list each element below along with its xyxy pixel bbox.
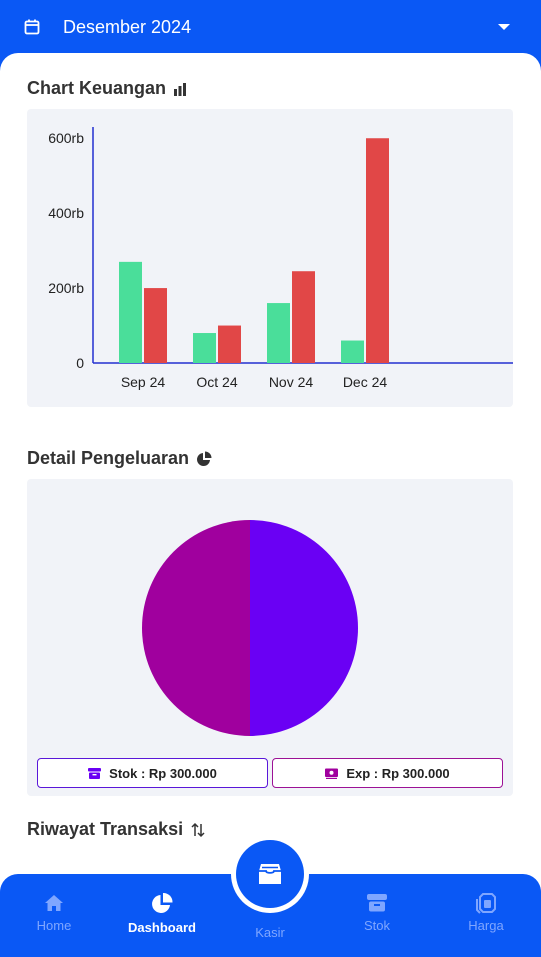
nav-home-label: Home bbox=[36, 918, 72, 933]
price-tags-icon bbox=[476, 893, 496, 914]
bar[interactable] bbox=[218, 325, 241, 363]
x-tick-label: Dec 24 bbox=[343, 374, 388, 390]
home-icon bbox=[45, 895, 63, 911]
chart-title: Chart Keuangan bbox=[27, 78, 167, 98]
legend-stok-label: Stok : Rp 300.000 bbox=[109, 765, 217, 781]
chart-section-title: Chart Keuangan bbox=[27, 78, 187, 99]
bar[interactable] bbox=[366, 138, 389, 363]
history-title: Riwayat Transaksi bbox=[27, 819, 184, 839]
legend-exp[interactable]: Exp : Rp 300.000 bbox=[272, 758, 503, 788]
bar-chart: 0 200rb 400rb 600rb Sep 24 Oct 24 Nov 24 Dec 24 bbox=[48, 127, 513, 390]
swap-vertical-icon bbox=[191, 822, 205, 837]
bar[interactable] bbox=[144, 288, 167, 363]
archive-icon bbox=[367, 894, 387, 912]
calendar-icon bbox=[24, 19, 40, 35]
pie-section-title: Detail Pengeluaran bbox=[27, 448, 212, 469]
nav-harga[interactable]: Harga bbox=[441, 892, 531, 933]
pie-chart bbox=[142, 520, 358, 736]
pie-card: Stok : Rp 300.000 Exp : Rp 300.000 bbox=[27, 479, 513, 796]
y-tick-label: 0 bbox=[76, 355, 84, 371]
x-tick-label: Nov 24 bbox=[269, 374, 314, 390]
chevron-down-icon[interactable] bbox=[498, 24, 510, 30]
month-selector[interactable]: Desember 2024 bbox=[63, 17, 192, 37]
kasir-fab-inner bbox=[236, 840, 304, 908]
nav-kasir-label: Kasir bbox=[255, 925, 285, 940]
archive-icon bbox=[88, 767, 102, 779]
bar-chart-icon bbox=[174, 82, 187, 96]
nav-kasir-label-wrap[interactable]: Kasir bbox=[225, 925, 315, 940]
bar[interactable] bbox=[119, 261, 142, 363]
main-content: Chart Keuangan 0 200rb 400rb 600rb Sep 24 Oct… bbox=[0, 53, 541, 957]
y-tick-label: 600rb bbox=[48, 130, 84, 146]
nav-dashboard-label: Dashboard bbox=[128, 920, 196, 935]
nav-dashboard[interactable]: Dashboard bbox=[117, 892, 207, 935]
chart-card: 0 200rb 400rb 600rb Sep 24 Oct 24 Nov 24 Dec 24 bbox=[27, 109, 513, 407]
kasir-fab-button[interactable] bbox=[231, 835, 309, 913]
history-section-title: Riwayat Transaksi bbox=[27, 819, 206, 840]
legend-stok[interactable]: Stok : Rp 300.000 bbox=[37, 758, 268, 788]
bar[interactable] bbox=[292, 271, 315, 363]
top-bar: Desember 2024 bbox=[0, 0, 541, 56]
nav-stok[interactable]: Stok bbox=[332, 892, 422, 933]
cashier-icon bbox=[259, 864, 281, 884]
legend-exp-label: Exp : Rp 300.000 bbox=[346, 765, 450, 781]
pie-chart-icon bbox=[152, 892, 173, 913]
x-tick-label: Oct 24 bbox=[196, 374, 237, 390]
bar[interactable] bbox=[267, 303, 290, 363]
y-tick-label: 400rb bbox=[48, 205, 84, 221]
y-tick-label: 200rb bbox=[48, 280, 84, 296]
pie-title: Detail Pengeluaran bbox=[27, 448, 190, 468]
pie-slice[interactable] bbox=[142, 520, 250, 736]
bar[interactable] bbox=[341, 340, 364, 363]
bar[interactable] bbox=[193, 333, 216, 363]
money-icon bbox=[325, 768, 339, 779]
pie-chart-icon bbox=[197, 451, 212, 466]
nav-stok-label: Stok bbox=[363, 918, 390, 933]
pie-slice[interactable] bbox=[250, 520, 358, 736]
nav-harga-label: Harga bbox=[468, 918, 504, 933]
x-tick-label: Sep 24 bbox=[121, 374, 166, 390]
nav-home[interactable]: Home bbox=[9, 892, 99, 933]
